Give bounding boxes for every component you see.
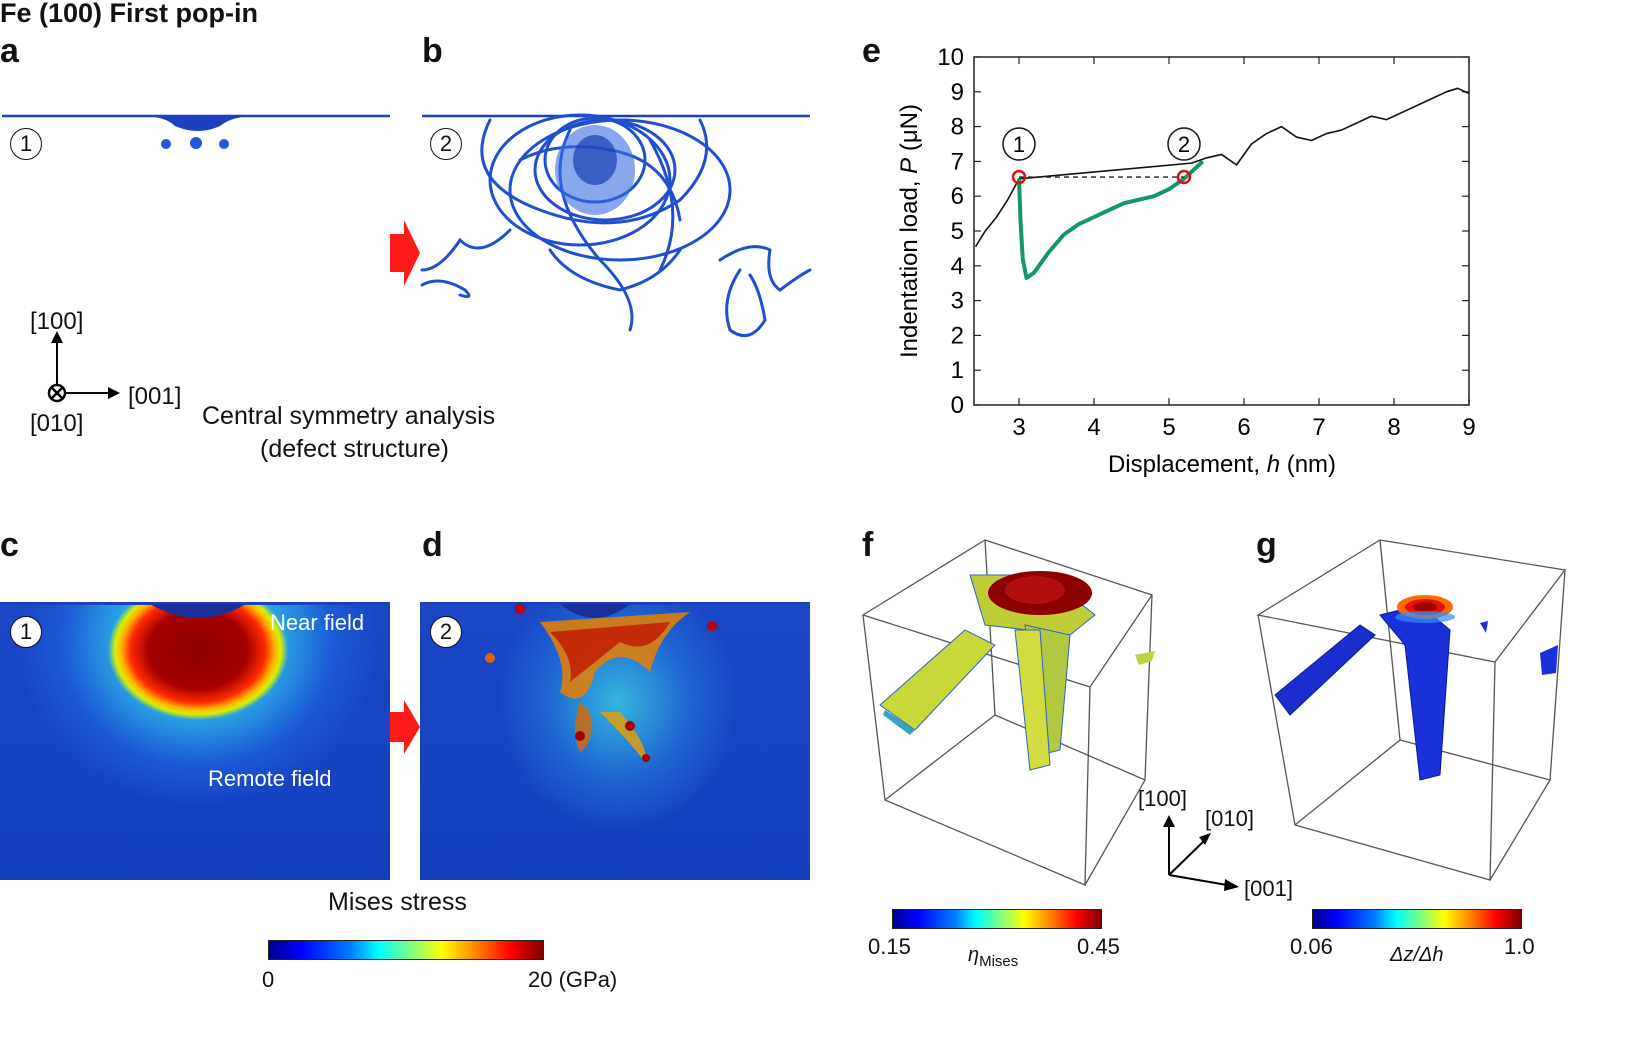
dz-dh-colorbar xyxy=(1312,909,1522,929)
axis-label-010-3d: [010] xyxy=(1205,806,1254,831)
pop-in-marker-1 xyxy=(1011,169,1027,185)
load-displacement-chart: 3 4 5 6 7 8 9 0 1 2 3 4 5 6 7 8 9 10 1 2 Displacement, h … xyxy=(896,44,1476,478)
dz-colorbar-label: Δz/Δh xyxy=(1390,944,1444,966)
state-marker-label: 1 xyxy=(1013,132,1025,157)
eta-mises-colorbar xyxy=(892,909,1102,929)
panel-c-mises-stress: 1 Near field Remote field xyxy=(0,602,390,880)
mises-colorbar xyxy=(268,940,544,960)
panel-label-a: a xyxy=(0,32,19,70)
near-field-label: Near field xyxy=(270,610,365,635)
panel-label-c: c xyxy=(0,526,19,564)
state-marker-1: 1 xyxy=(10,128,42,160)
axis-label-100-3d: [100] xyxy=(1138,786,1187,811)
x-tick-label: 8 xyxy=(1387,414,1400,441)
y-tick-label: 5 xyxy=(951,218,964,245)
panel-label-f: f xyxy=(862,526,874,564)
x-tick-label: 3 xyxy=(1012,414,1025,441)
x-tick-label: 9 xyxy=(1462,414,1475,441)
caption-central-symmetry: Central symmetry analysis xyxy=(202,402,496,430)
panel-g-3d-view xyxy=(1256,539,1567,881)
series-line-1 xyxy=(974,87,1470,248)
axis-label-010: [010] xyxy=(30,410,84,437)
panel-label-b: b xyxy=(422,32,443,70)
state-marker-1: 1 xyxy=(10,616,42,648)
arrow-right-icon xyxy=(390,220,420,286)
y-tick-label: 8 xyxy=(951,114,964,141)
x-tick-label: 6 xyxy=(1237,414,1250,441)
axis-label-001-3d: [001] xyxy=(1244,876,1293,901)
state-marker-2: 2 xyxy=(430,616,462,648)
panel-b-defect-structure: 2 xyxy=(420,100,812,350)
state-marker-label: 2 xyxy=(1178,132,1190,157)
x-tick-label: 7 xyxy=(1312,414,1325,441)
eta-colorbar-label: ηMises xyxy=(968,944,1019,970)
y-tick-label: 3 xyxy=(951,288,964,315)
y-tick-label: 0 xyxy=(951,392,964,419)
x-tick-label: 4 xyxy=(1087,414,1100,441)
eta-colorbar-max: 0.45 xyxy=(1077,934,1120,959)
dz-colorbar-min: 0.06 xyxy=(1290,934,1333,959)
state-marker-2: 2 xyxy=(430,128,462,160)
panel-label-e: e xyxy=(862,32,881,70)
y-tick-label: 2 xyxy=(951,322,964,349)
y-tick-label: 7 xyxy=(951,148,964,175)
crystal-axes-3d xyxy=(1163,815,1239,891)
arrow-right-icon xyxy=(390,700,420,754)
y-tick-label: 10 xyxy=(937,44,964,71)
y-tick-label: 4 xyxy=(951,253,964,280)
x-axis-label: Displacement, h (nm) xyxy=(1108,451,1336,478)
y-axis-label: Indentation load, P (μN) xyxy=(896,104,923,358)
axis-label-100: [100] xyxy=(30,308,84,335)
panel-label-g: g xyxy=(1256,526,1277,564)
panel-label-d: d xyxy=(422,526,443,564)
mises-colorbar-max: 20 (GPa) xyxy=(528,967,618,992)
remote-field-label: Remote field xyxy=(208,766,332,791)
caption-defect-structure: (defect structure) xyxy=(260,435,449,463)
mises-colorbar-min: 0 xyxy=(262,967,275,992)
plot-frame xyxy=(973,56,1470,406)
state-marker-circle xyxy=(1167,127,1201,161)
y-tick-label: 6 xyxy=(951,183,964,210)
y-tick-label: 9 xyxy=(951,79,964,106)
pop-in-marker-2 xyxy=(1176,169,1192,185)
crystal-axes xyxy=(47,331,120,403)
x-tick-label: 5 xyxy=(1162,414,1175,441)
axis-label-001: [001] xyxy=(128,383,182,410)
dz-colorbar-max: 1.0 xyxy=(1504,934,1535,959)
series-line-2 xyxy=(1017,159,1205,280)
caption-mises-stress: Mises stress xyxy=(328,888,467,916)
figure-title: Fe (100) First pop-in xyxy=(0,0,259,28)
panel-a-defect-structure: 1 xyxy=(0,100,392,200)
y-tick-label: 1 xyxy=(951,357,964,384)
panel-f-3d-view xyxy=(861,539,1155,886)
eta-colorbar-min: 0.15 xyxy=(868,934,911,959)
state-marker-circle xyxy=(1002,127,1036,161)
panel-d-mises-stress: 2 xyxy=(420,602,810,880)
